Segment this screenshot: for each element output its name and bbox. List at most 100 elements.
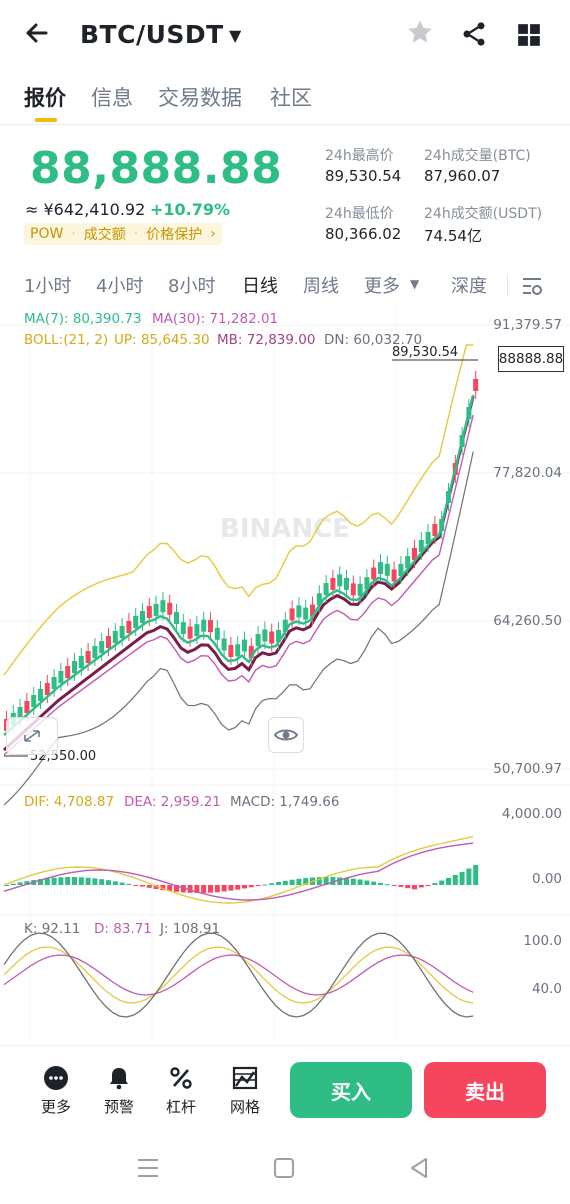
macd-bar bbox=[235, 885, 241, 890]
depth-tab[interactable]: 深度 bbox=[451, 276, 487, 297]
toggle-visibility-button[interactable] bbox=[268, 717, 304, 753]
high-label: 24h最高价 bbox=[325, 148, 394, 164]
candle-body bbox=[146, 606, 152, 618]
more-button[interactable]: 更多 bbox=[31, 1064, 81, 1117]
back-nav-icon[interactable] bbox=[411, 1158, 427, 1178]
macd-bar bbox=[378, 882, 383, 885]
share-icon[interactable] bbox=[460, 20, 488, 52]
macd-bar bbox=[140, 885, 145, 887]
macd-bar bbox=[119, 882, 125, 885]
bottom-action-bar: 更多 预警 杠杆 网格 买入 卖出 bbox=[0, 1045, 570, 1136]
macd-bar bbox=[160, 885, 166, 891]
vol-btc-label: 24h成交量(BTC) bbox=[424, 148, 531, 164]
macd-bar bbox=[432, 883, 438, 885]
candle-body bbox=[310, 604, 315, 617]
macd-bar bbox=[262, 884, 268, 886]
kline-svg[interactable]: BINANCE bbox=[0, 305, 570, 1040]
candle-body bbox=[425, 532, 431, 544]
watermark-text: BINANCE bbox=[220, 514, 350, 544]
candle-body bbox=[44, 683, 50, 695]
candle-body bbox=[235, 644, 241, 657]
sell-button[interactable]: 卖出 bbox=[424, 1062, 546, 1118]
candle-body bbox=[405, 556, 411, 568]
interval-4h[interactable]: 4小时 bbox=[96, 276, 144, 297]
expand-chart-button[interactable] bbox=[6, 717, 58, 755]
macd-bar bbox=[439, 880, 445, 885]
interval-8h[interactable]: 8小时 bbox=[168, 276, 216, 297]
macd-bar bbox=[201, 885, 207, 893]
macd-dif-legend: DIF: 4,708.87 bbox=[24, 794, 115, 810]
macd-bar bbox=[282, 880, 288, 885]
macd-y-label: 0.00 bbox=[531, 871, 562, 887]
gridlines bbox=[0, 305, 570, 1040]
tag-volume: 成交额 bbox=[83, 227, 126, 243]
candle-body bbox=[276, 629, 281, 642]
candle-body bbox=[92, 646, 98, 658]
candle-body bbox=[17, 707, 23, 719]
interval-1d[interactable]: 日线 bbox=[242, 276, 278, 297]
kdj-k-line bbox=[3, 946, 474, 1004]
caret-down-icon[interactable]: ▼ bbox=[229, 26, 242, 45]
top-bar: BTC/USDT ▼ bbox=[0, 0, 570, 72]
candle-body bbox=[214, 627, 220, 640]
macd-bar bbox=[58, 877, 64, 885]
interval-1w[interactable]: 周线 bbox=[303, 276, 339, 297]
tag-separator: · bbox=[71, 226, 76, 242]
chart-settings-icon[interactable] bbox=[521, 275, 543, 301]
boll-mb-legend: MB: 72,839.00 bbox=[217, 332, 316, 348]
tab-quote[interactable]: 报价 bbox=[24, 86, 66, 110]
pair-title[interactable]: BTC/USDT bbox=[80, 20, 224, 49]
recents-icon[interactable] bbox=[138, 1159, 158, 1177]
candle-body bbox=[201, 619, 207, 632]
back-arrow-icon[interactable] bbox=[22, 18, 52, 56]
tab-info[interactable]: 信息 bbox=[91, 86, 133, 110]
candle-body bbox=[357, 583, 363, 596]
candle-body bbox=[174, 611, 179, 624]
macd-bar bbox=[174, 885, 179, 892]
candle-body bbox=[31, 695, 37, 707]
candle-body bbox=[303, 607, 309, 620]
tag-row[interactable]: POW · 成交额 · 价格保护 › bbox=[24, 223, 222, 245]
system-nav-bar bbox=[0, 1140, 570, 1200]
grid-trading-button[interactable]: 网格 bbox=[220, 1064, 270, 1117]
macd-bar bbox=[405, 885, 411, 889]
active-tab-indicator bbox=[35, 118, 57, 122]
candle-body bbox=[289, 608, 295, 621]
macd-bar bbox=[242, 885, 247, 889]
margin-button[interactable]: 杠杆 bbox=[156, 1064, 206, 1117]
candle-body bbox=[194, 624, 200, 637]
macd-bar bbox=[10, 883, 16, 885]
macd-bar bbox=[418, 885, 424, 888]
ma7-legend: MA(7): 80,390.73 bbox=[24, 311, 142, 327]
tag-separator: · bbox=[133, 226, 139, 242]
candle-body bbox=[391, 569, 397, 582]
macd-bar bbox=[398, 885, 404, 887]
interval-more[interactable]: 更多 bbox=[364, 276, 400, 297]
tab-community[interactable]: 社区 bbox=[270, 86, 312, 110]
candle-body bbox=[187, 626, 193, 639]
grid-icon[interactable] bbox=[516, 22, 542, 52]
macd-dif-line bbox=[3, 835, 474, 904]
alert-label: 预警 bbox=[103, 1098, 134, 1116]
buy-button[interactable]: 买入 bbox=[290, 1062, 412, 1118]
kline-chart[interactable]: BINANCE MA(7): 80,390.73 MA(30): 71,282.… bbox=[0, 305, 570, 1040]
high-marker-label: 89,530.54 bbox=[392, 345, 459, 360]
vol-usdt-label: 24h成交额(USDT) bbox=[424, 206, 543, 222]
candle-body bbox=[248, 645, 254, 658]
boll-upper-line bbox=[3, 344, 474, 676]
alert-button[interactable]: 预警 bbox=[94, 1064, 144, 1117]
tab-trading-data[interactable]: 交易数据 bbox=[158, 86, 242, 110]
star-icon[interactable] bbox=[406, 18, 434, 54]
interval-1h[interactable]: 1小时 bbox=[24, 276, 72, 297]
home-icon[interactable] bbox=[274, 1158, 294, 1178]
macd-bar bbox=[38, 879, 43, 885]
candle-body bbox=[255, 634, 261, 647]
percent-icon bbox=[156, 1064, 206, 1092]
candle-body bbox=[65, 666, 71, 678]
candle-body bbox=[99, 641, 105, 653]
ma7-line bbox=[3, 394, 475, 736]
candle-body bbox=[350, 583, 356, 596]
boll-band bbox=[2, 344, 475, 806]
tag-price-protection: 价格保护 bbox=[146, 227, 203, 243]
caret-down-icon[interactable]: ▼ bbox=[410, 277, 420, 291]
